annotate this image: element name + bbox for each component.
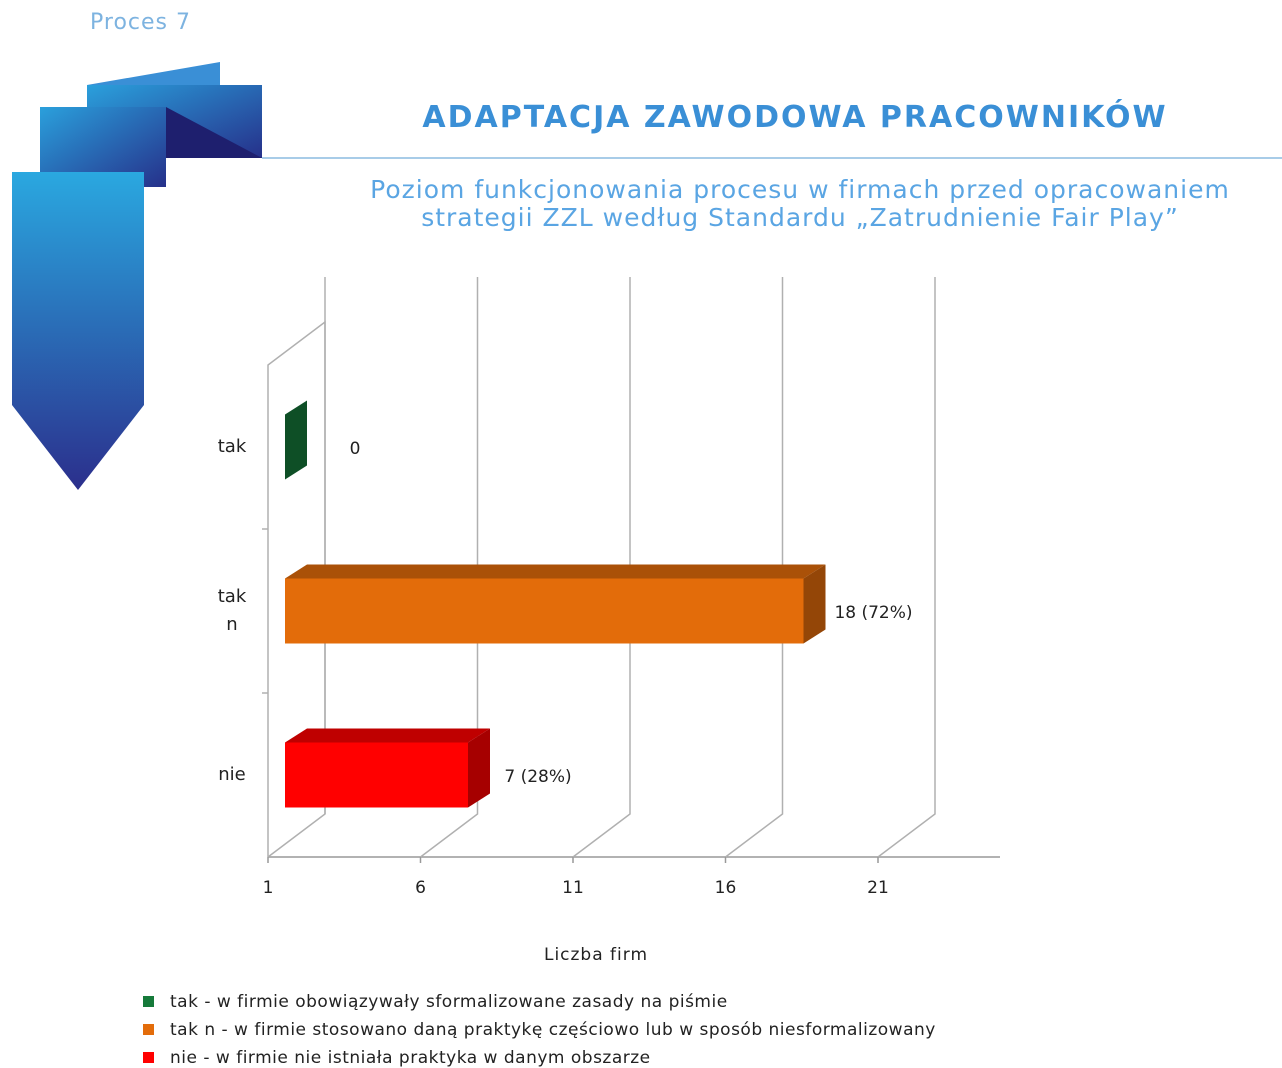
page-title: ADAPTACJA ZAWODOWA PRACOWNIKÓW bbox=[422, 100, 1168, 135]
value-label: 18 (72%) bbox=[834, 603, 912, 623]
legend-label: tak - w firmie obowiązywały sformalizowa… bbox=[170, 992, 728, 1012]
x-axis-title: Liczba firm bbox=[544, 945, 648, 965]
y-tick-label: tak n bbox=[217, 586, 247, 635]
legend-swatch bbox=[143, 996, 154, 1007]
legend-swatch bbox=[143, 1052, 154, 1063]
legend-label: tak n - w firmie stosowano daną praktykę… bbox=[170, 1020, 936, 1040]
bar bbox=[285, 578, 804, 644]
grid-line bbox=[725, 277, 784, 858]
grid-line bbox=[877, 277, 936, 858]
x-tick-label: 6 bbox=[415, 878, 426, 898]
bar-side bbox=[468, 728, 490, 808]
legend-swatch bbox=[143, 1024, 154, 1035]
grid-line bbox=[420, 277, 479, 858]
bar bbox=[285, 742, 468, 808]
subtitle-line: strategii ZZL według Standardu „Zatrudni… bbox=[421, 203, 1179, 232]
section-label: Proces 7 bbox=[90, 10, 191, 35]
x-tick-label: 11 bbox=[562, 878, 584, 898]
y-tick-label: tak bbox=[217, 436, 247, 457]
bar-top bbox=[285, 728, 490, 743]
banner-decoration bbox=[12, 62, 1282, 490]
bar-side bbox=[803, 564, 826, 644]
y-tick-label: nie bbox=[218, 764, 246, 785]
grid-line bbox=[267, 277, 326, 858]
chart-subtitle: Poziom funkcjonowania procesu w firmach … bbox=[300, 176, 1282, 232]
value-label: 0 bbox=[350, 439, 361, 459]
grid-line bbox=[572, 277, 631, 858]
x-tick-label: 1 bbox=[263, 878, 274, 898]
subtitle-line: Poziom funkcjonowania procesu w firmach … bbox=[370, 175, 1230, 204]
value-label: 7 (28%) bbox=[504, 767, 571, 787]
bar-top bbox=[285, 564, 826, 579]
legend-label: nie - w firmie nie istniała praktyka w d… bbox=[170, 1048, 651, 1068]
x-tick-label: 16 bbox=[715, 878, 737, 898]
bar-side bbox=[285, 400, 307, 480]
x-tick-label: 21 bbox=[867, 878, 889, 898]
